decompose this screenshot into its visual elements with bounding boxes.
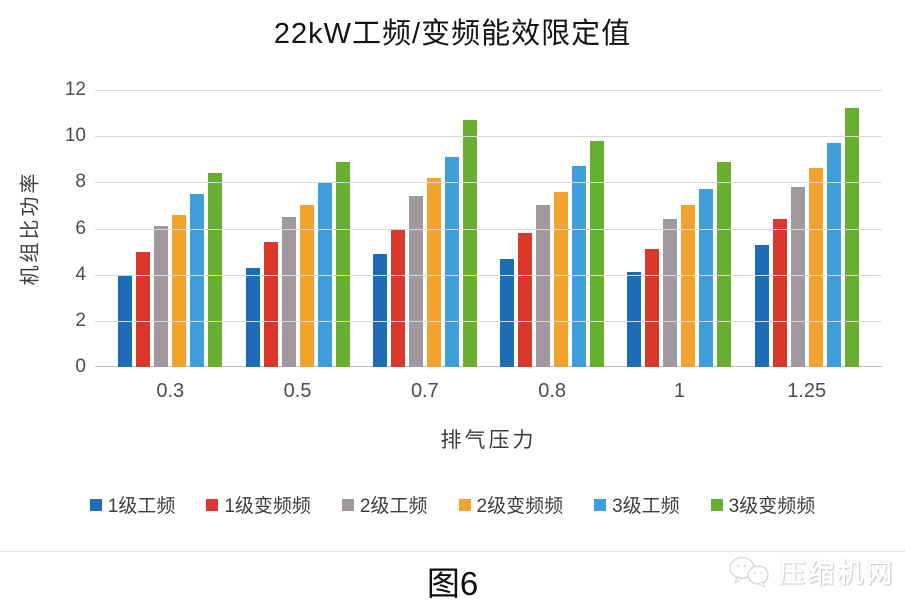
bar-2级工频-0.7 <box>408 196 423 367</box>
y-tick-label-2: 2 <box>75 309 86 331</box>
plot-area <box>95 90 882 367</box>
gridline-y-4 <box>95 274 882 276</box>
bar-3级变频频-0.5 <box>335 161 350 367</box>
gridline-y-6 <box>95 228 882 230</box>
gridline-y-8 <box>95 182 882 184</box>
y-tick-label-10: 10 <box>64 125 86 147</box>
legend-swatch-icon <box>89 498 102 511</box>
bar-2级工频-0.8 <box>536 205 551 367</box>
legend-item-1级变频频: 1级变频频 <box>206 491 311 518</box>
bar-1级变频频-0.8 <box>518 233 533 367</box>
legend-swatch-icon <box>206 498 219 511</box>
legend-item-2级变频频: 2级变频频 <box>458 491 564 518</box>
bar-3级变频频-0.8 <box>590 140 605 367</box>
bar-2级变频频-0.7 <box>426 177 441 367</box>
bar-1级变频频-0.3 <box>136 251 151 367</box>
bar-group-1 <box>627 90 732 367</box>
x-axis-line <box>95 366 882 367</box>
bar-1级工频-0.5 <box>245 267 260 367</box>
bar-1级工频-1 <box>627 272 642 367</box>
x-tick-label-0.7: 0.7 <box>410 380 439 402</box>
legend-label: 3级变频频 <box>728 496 816 517</box>
legend-item-3级工频: 3级工频 <box>594 491 680 518</box>
bar-3级工频-1.25 <box>826 143 841 367</box>
x-axis-title: 排气压力 <box>440 429 537 452</box>
legend-label: 2级工频 <box>359 496 428 517</box>
wechat-bubbles-icon <box>729 555 771 589</box>
bar-2级工频-1 <box>663 219 678 367</box>
bar-group-0.8 <box>500 90 605 367</box>
bar-2级变频频-0.8 <box>554 191 569 367</box>
watermark: 压缩机网 <box>729 553 895 590</box>
bar-2级变频频-0.5 <box>299 205 314 367</box>
gridline-y-2 <box>95 320 882 322</box>
legend-swatch-icon <box>710 498 723 511</box>
y-tick-label-8: 8 <box>75 171 86 193</box>
legend-swatch-icon <box>341 498 354 511</box>
bar-2级工频-1.25 <box>790 186 805 367</box>
y-tick-label-4: 4 <box>75 263 86 285</box>
y-tick-label-0: 0 <box>75 356 86 377</box>
legend-item-3级变频频: 3级变频频 <box>710 491 816 518</box>
bar-1级工频-0.7 <box>372 253 387 367</box>
bar-3级变频频-0.7 <box>462 120 477 367</box>
x-tick-label-0.3: 0.3 <box>156 380 185 402</box>
bar-3级变频频-1 <box>717 161 732 367</box>
bar-3级工频-0.7 <box>444 156 459 367</box>
legend-swatch-icon <box>594 498 607 511</box>
gridline-y-12 <box>95 90 882 91</box>
figure-caption: 图6 <box>426 565 479 602</box>
legend-label: 3级工频 <box>612 496 680 517</box>
bar-1级变频频-1 <box>645 249 660 367</box>
bar-group-0.7 <box>372 90 477 367</box>
x-tick-label-0.8: 0.8 <box>538 380 567 402</box>
chart-title: 22kW工频/变频能效限定值 <box>273 18 632 50</box>
legend-item-1级工频: 1级工频 <box>89 491 176 518</box>
bar-2级变频频-1.25 <box>808 168 823 367</box>
y-axis-tick-labels: 0 2 4 6 8 10 12 <box>38 79 86 377</box>
bar-group-1.25 <box>754 90 859 367</box>
bar-groups <box>95 90 882 367</box>
bar-3级工频-1 <box>699 189 714 367</box>
bar-2级变频频-1 <box>681 205 696 367</box>
x-tick-label-0.5: 0.5 <box>283 380 312 402</box>
bottom-divider-line <box>0 551 905 552</box>
bar-2级工频-0.3 <box>154 226 169 367</box>
chart-legend: 1级工频 1级变频频 2级工频 2级变频频 3级工频 3级变频频 <box>0 491 905 518</box>
gridline-y-10 <box>95 136 882 138</box>
legend-label: 2级变频频 <box>476 496 564 517</box>
y-tick-label-12: 12 <box>64 79 86 100</box>
legend-label: 1级变频频 <box>224 496 311 517</box>
y-tick-label-6: 6 <box>75 217 86 239</box>
bar-2级工频-0.5 <box>281 216 296 367</box>
bar-3级变频频-1.25 <box>844 108 859 367</box>
bar-3级工频-0.8 <box>572 166 587 367</box>
bar-1级工频-0.8 <box>500 258 515 367</box>
legend-item-2级工频: 2级工频 <box>341 491 428 518</box>
watermark-label: 压缩机网 <box>778 558 895 588</box>
x-axis-tick-labels: 0.3 0.5 0.7 0.8 1 1.25 <box>95 380 882 403</box>
bar-1级变频频-0.5 <box>263 242 278 367</box>
bar-1级变频频-1.25 <box>772 219 787 367</box>
bar-1级变频频-0.7 <box>390 228 405 367</box>
bar-3级变频频-0.3 <box>208 173 223 367</box>
bar-1级工频-1.25 <box>754 244 769 367</box>
bar-group-0.3 <box>118 90 223 367</box>
legend-swatch-icon <box>458 498 471 511</box>
bar-3级工频-0.3 <box>190 193 205 367</box>
bar-2级变频频-0.3 <box>172 214 187 367</box>
x-tick-label-1: 1 <box>673 380 685 402</box>
legend-label: 1级工频 <box>107 496 176 517</box>
x-tick-label-1.25: 1.25 <box>787 380 827 402</box>
